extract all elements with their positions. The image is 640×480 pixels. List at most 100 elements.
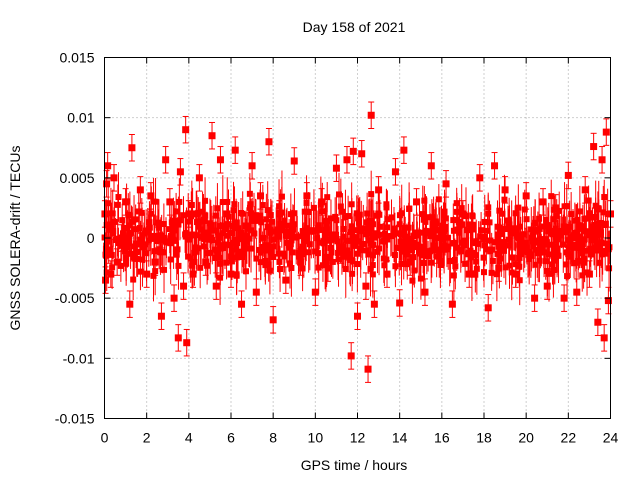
noise-point [193,219,200,226]
noise-point [602,222,609,229]
noise-point [545,224,552,231]
noise-point [587,245,594,252]
noise-point [234,254,241,261]
noise-point [238,209,245,216]
noise-point [586,229,593,236]
data-point [231,146,239,154]
noise-point [191,244,198,251]
noise-point [219,242,226,249]
noise-point [235,225,242,232]
noise-point [335,256,342,263]
noise-point [579,272,586,279]
data-point [212,282,220,290]
noise-point [353,210,360,217]
noise-point [435,196,442,203]
data-point [598,156,606,164]
noise-point [251,230,258,237]
noise-point [115,239,122,246]
noise-point [522,239,529,246]
noise-point [534,246,541,253]
noise-point [581,236,588,243]
noise-point [453,244,460,251]
noise-point [563,261,570,268]
noise-point [606,265,613,272]
noise-point [493,271,500,278]
noise-point [568,234,575,241]
noise-point [154,219,161,226]
noise-point [464,227,471,234]
noise-point [127,250,134,257]
noise-point [230,207,237,214]
noise-point [153,238,160,245]
noise-point [514,232,521,239]
noise-point [189,210,196,217]
noise-point [592,214,599,221]
noise-point [235,248,242,255]
noise-point [233,236,240,243]
data-point [421,288,429,296]
noise-point [549,261,556,268]
noise-point [320,240,327,247]
noise-point [283,222,290,229]
noise-point [342,252,349,259]
noise-point [189,262,196,269]
data-point [391,168,399,176]
noise-point [367,265,374,272]
data-point [248,162,256,170]
noise-point [148,233,155,240]
noise-point [333,217,340,224]
data-point [216,156,224,164]
noise-point [428,259,435,266]
noise-point [195,245,202,252]
noise-point [283,233,290,240]
noise-point [446,258,453,265]
data-point [427,162,435,170]
noise-point [510,227,517,234]
noise-point [516,277,523,284]
data-point [383,270,391,278]
noise-point [348,223,355,230]
data-point [332,164,340,172]
noise-point [109,264,116,271]
noise-point [561,203,568,210]
noise-point [214,205,221,212]
noise-point [193,248,200,255]
noise-point [582,228,589,235]
data-point [442,180,450,188]
noise-point [263,216,270,223]
noise-point [421,252,428,259]
noise-point [166,226,173,233]
noise-point [242,268,249,275]
data-point [564,171,572,179]
noise-point [148,210,155,217]
data-point [531,294,539,302]
noise-point [161,234,168,241]
noise-point [306,228,313,235]
noise-point [335,191,342,198]
noise-point [223,259,230,266]
noise-point [322,230,329,237]
noise-point [417,275,424,282]
noise-point [478,227,485,234]
y-tick-label: 0.005 [59,170,94,186]
data-point [594,318,602,326]
noise-point [238,253,245,260]
noise-point [601,194,608,201]
noise-point [600,209,607,216]
data-point [103,180,111,188]
data-point [573,288,581,296]
noise-point [502,264,509,271]
noise-point [221,226,228,233]
noise-point [332,213,339,220]
x-tick-label: 14 [392,430,408,446]
noise-point [440,242,447,249]
x-axis-label: GPS time / hours [301,457,408,473]
noise-point [381,237,388,244]
noise-point [246,235,253,242]
noise-point [343,237,350,244]
noise-point [457,246,464,253]
noise-point [578,244,585,251]
noise-point [137,236,144,243]
noise-point [595,220,602,227]
noise-point [363,219,370,226]
